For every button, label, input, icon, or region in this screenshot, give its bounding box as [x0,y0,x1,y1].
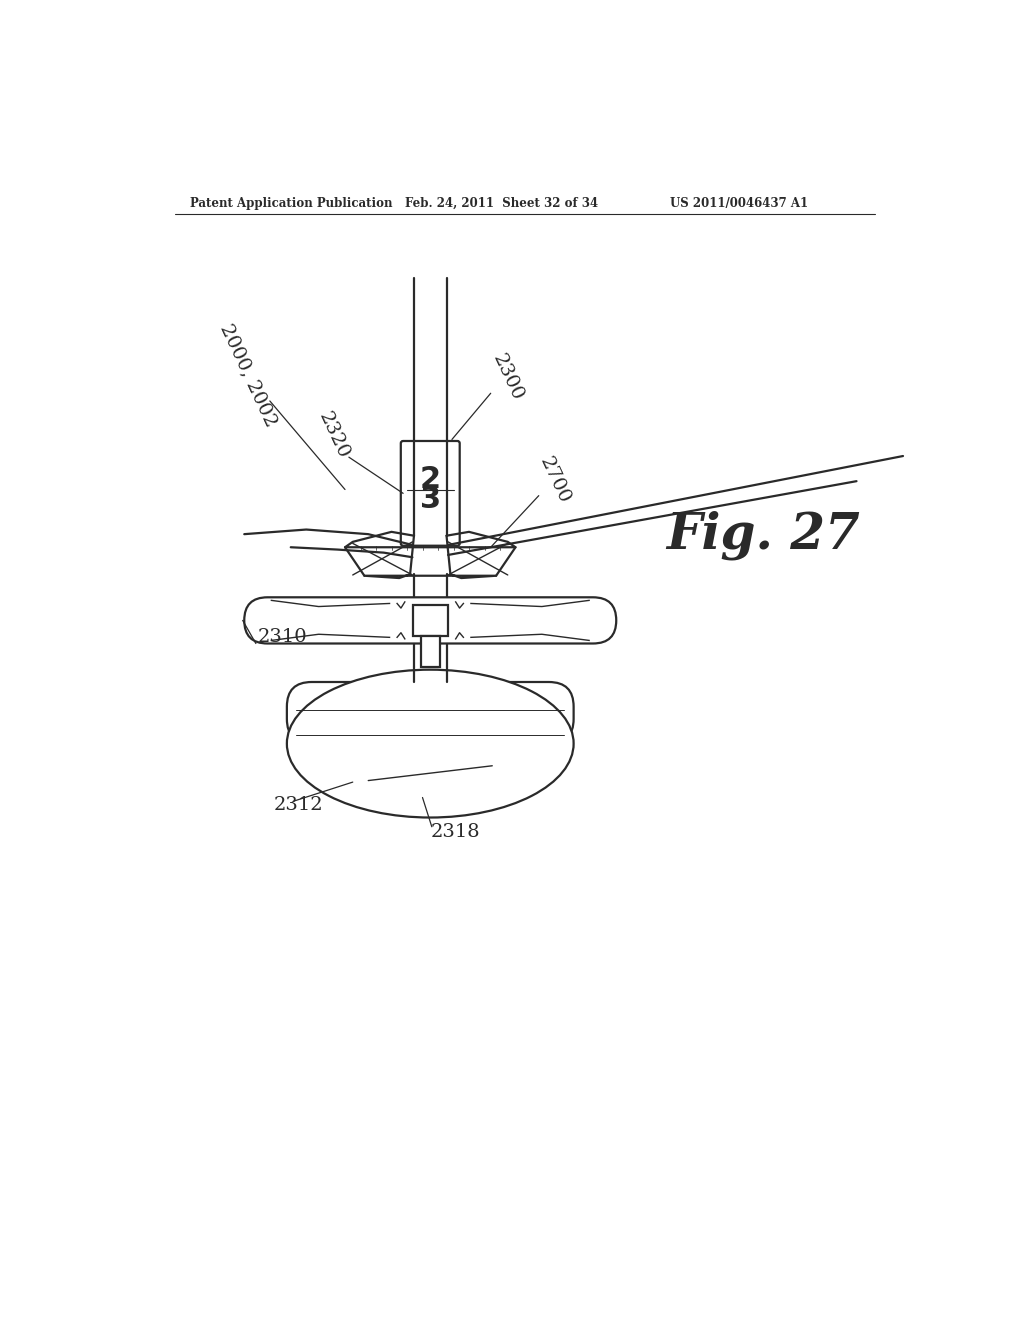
Text: 2700: 2700 [536,454,572,507]
Bar [421,636,440,667]
Text: 2320: 2320 [314,409,352,462]
Text: 3: 3 [420,484,440,513]
Text: 2310: 2310 [257,628,307,647]
FancyBboxPatch shape [400,441,460,545]
Text: 2: 2 [420,465,440,494]
Text: 2312: 2312 [273,796,324,814]
Text: US 2011/0046437 A1: US 2011/0046437 A1 [671,197,809,210]
Text: 2000, 2002: 2000, 2002 [216,321,280,430]
Ellipse shape [287,669,573,817]
Text: Patent Application Publication: Patent Application Publication [190,197,392,210]
Text: Fig. 27: Fig. 27 [667,511,860,561]
FancyBboxPatch shape [287,682,573,743]
Text: Feb. 24, 2011  Sheet 32 of 34: Feb. 24, 2011 Sheet 32 of 34 [406,197,599,210]
FancyBboxPatch shape [245,597,616,644]
Text: 2300: 2300 [489,351,526,404]
Bar [413,605,447,636]
Text: 2318: 2318 [430,824,480,841]
